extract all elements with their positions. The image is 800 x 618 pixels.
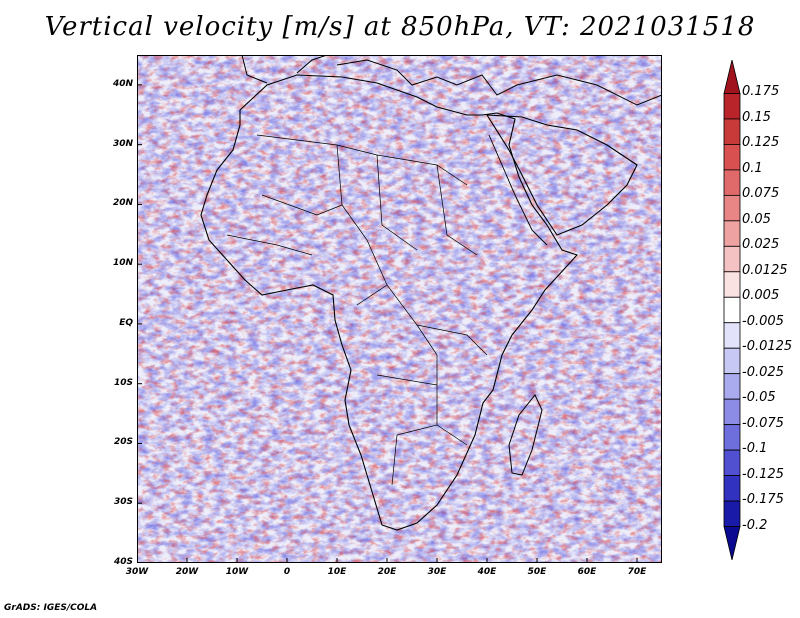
coastline-madagascar	[508, 394, 543, 476]
colorbar-label: 0.1	[742, 160, 763, 176]
colorbar-label: 0.15	[742, 109, 771, 125]
coastline-redsea	[488, 134, 548, 246]
lon-label: 30W	[125, 567, 149, 577]
colorbar-label: 0.125	[742, 135, 780, 151]
grads-credit: GrADS: IGES/COLA	[4, 603, 98, 613]
colorbar-swatch	[723, 322, 741, 349]
colorbar-label: 0.0125	[742, 262, 788, 278]
colorbar-label: -0.175	[742, 492, 784, 508]
lon-label: 60E	[577, 567, 597, 577]
colorbar-swatch	[723, 449, 741, 476]
lon-label: 40E	[477, 567, 497, 577]
lon-label: 50E	[527, 567, 547, 577]
country-borders	[226, 134, 488, 486]
coastline-europe	[241, 55, 662, 106]
lat-label: EQ	[119, 317, 133, 328]
colorbar-label: 0.075	[742, 186, 780, 202]
colorbar-swatch	[723, 398, 741, 426]
colorbar-swatch	[723, 475, 741, 502]
field-noise-positive	[137, 55, 662, 563]
lat-label: 20N	[112, 198, 133, 209]
lat-label: 40N	[112, 78, 133, 89]
lat-label: 10S	[113, 377, 133, 388]
colorbar-swatches	[723, 60, 741, 560]
coastline-africa	[200, 74, 578, 531]
colorbar-label: -0.0125	[742, 339, 793, 355]
lat-label: 40S	[113, 557, 133, 567]
lat-label: 10N	[112, 258, 133, 269]
lon-label: 10E	[327, 567, 347, 577]
colorbar-label: -0.05	[742, 390, 776, 406]
lon-label: 0	[283, 567, 291, 577]
colorbar-swatch	[723, 169, 741, 196]
colorbar-swatch	[723, 60, 741, 94]
lon-label: 20E	[377, 567, 397, 577]
coastline-arabia	[485, 114, 638, 236]
lon-label: 10W	[225, 567, 249, 577]
lat-label: 30S	[113, 497, 133, 508]
colorbar-swatch	[723, 373, 741, 400]
colorbar-label: -0.2	[742, 517, 768, 533]
colorbar-label: 0.05	[742, 211, 771, 227]
lon-label: 70E	[627, 567, 647, 577]
colorbar-label: -0.1	[742, 441, 768, 457]
colorbar	[723, 60, 741, 560]
axis-ticks	[137, 84, 638, 563]
colorbar-swatch	[723, 424, 741, 451]
lon-label: 30E	[427, 567, 447, 577]
colorbar-swatch	[723, 296, 741, 324]
colorbar-label: 0.175	[742, 84, 780, 100]
colorbar-swatch	[723, 500, 741, 527]
chart-title: Vertical velocity [m/s] at 850hPa, VT: 2…	[44, 12, 756, 42]
colorbar-swatch	[723, 118, 741, 145]
colorbar-swatch	[723, 526, 741, 560]
map-frame	[137, 55, 662, 563]
colorbar-swatch	[723, 93, 741, 120]
colorbar-label: 0.005	[742, 288, 780, 304]
colorbar-swatch	[723, 347, 741, 375]
colorbar-swatch	[723, 245, 741, 273]
colorbar-label: -0.005	[742, 313, 784, 329]
map-plot	[137, 55, 662, 563]
colorbar-swatch	[723, 194, 741, 222]
colorbar-label: -0.125	[742, 466, 784, 482]
colorbar-swatch	[723, 220, 741, 247]
colorbar-swatch	[723, 271, 741, 298]
colorbar-swatch	[723, 144, 741, 171]
lat-label: 30N	[112, 138, 133, 149]
lat-label: 20S	[113, 437, 133, 448]
lon-label: 20W	[175, 567, 199, 577]
colorbar-label: -0.075	[742, 415, 784, 431]
colorbar-label: 0.025	[742, 237, 780, 253]
colorbar-label: -0.025	[742, 364, 784, 380]
